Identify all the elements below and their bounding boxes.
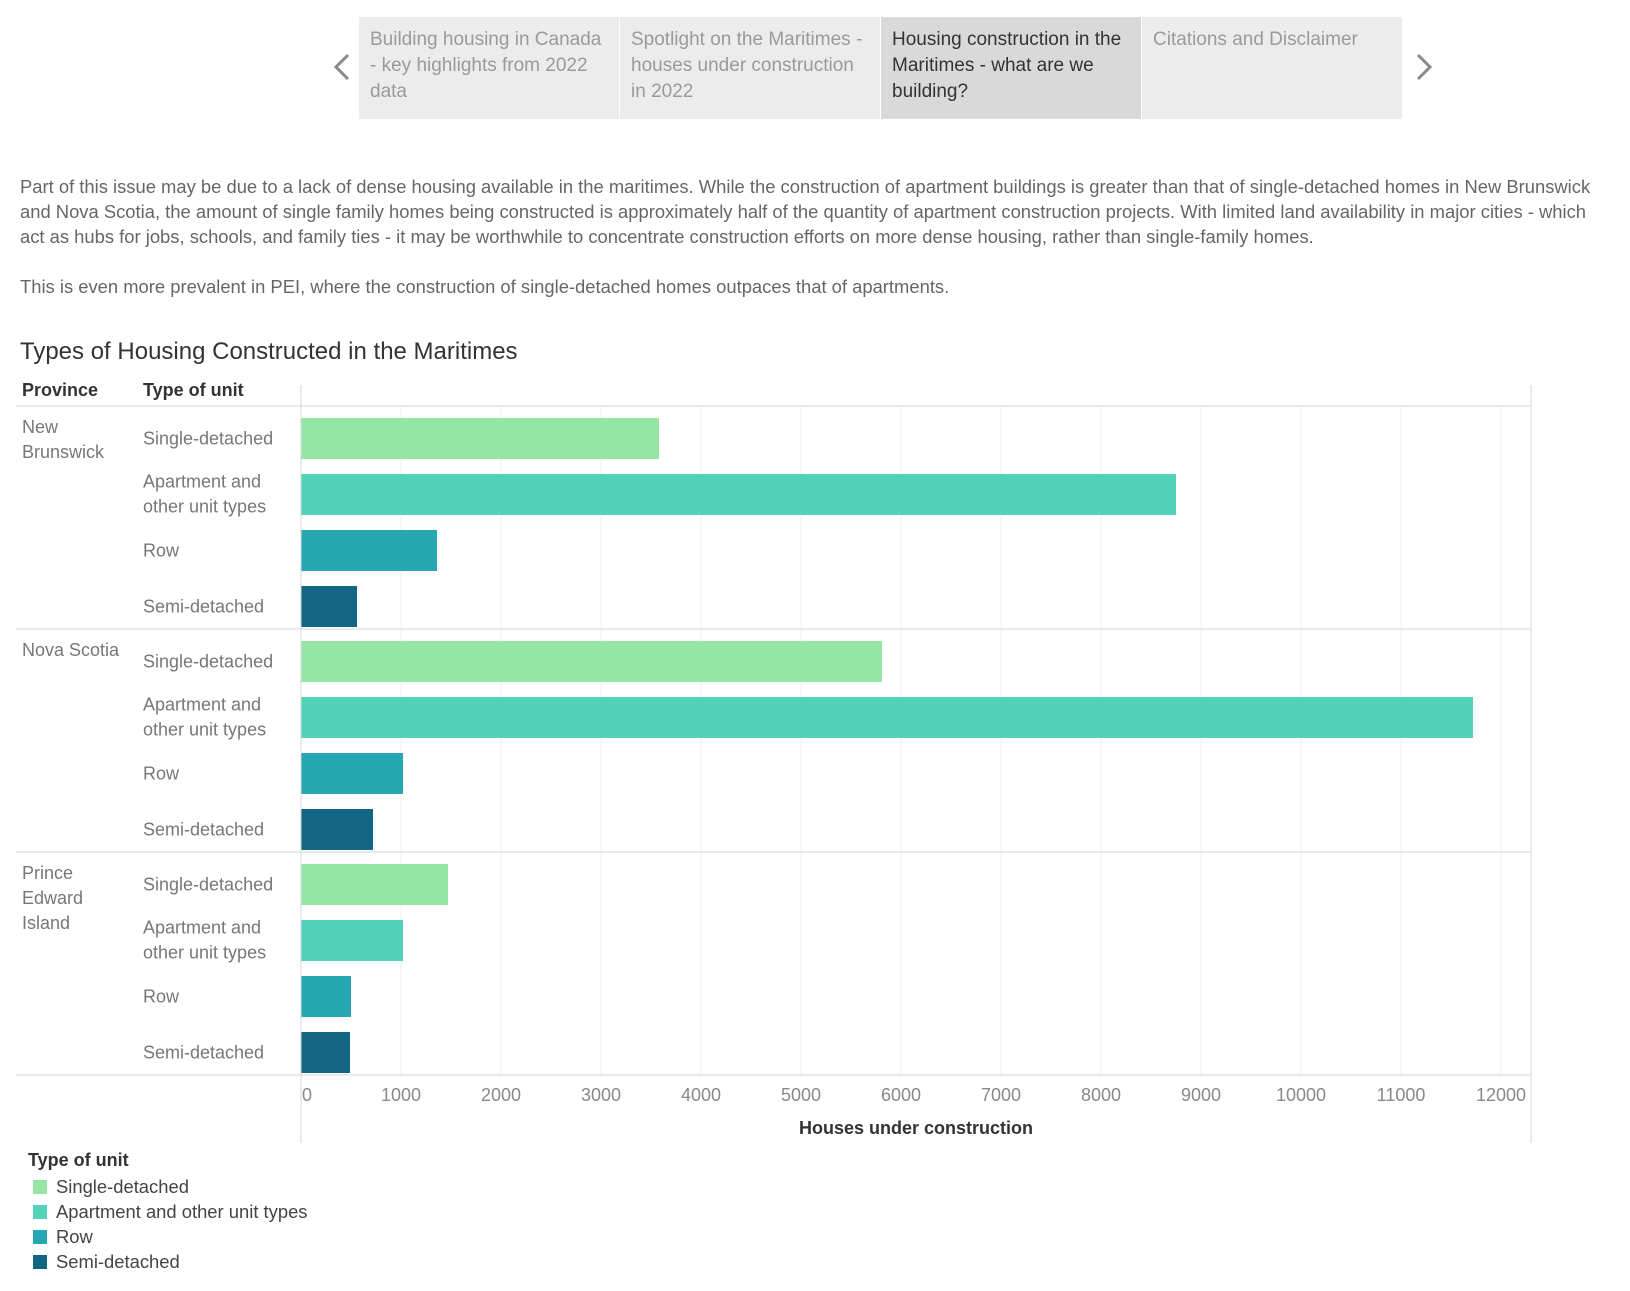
bar bbox=[301, 753, 403, 794]
x-tick-label: 10000 bbox=[1276, 1085, 1326, 1105]
bar bbox=[301, 809, 373, 850]
x-tick-label: 4000 bbox=[681, 1085, 721, 1105]
province-column-header: Province bbox=[22, 380, 99, 400]
unit-label: Semi-detached bbox=[143, 1043, 264, 1063]
unit-label: Row bbox=[143, 764, 180, 784]
story-tab-maritimes-construction[interactable]: Housing construction in the Maritimes - … bbox=[881, 17, 1141, 119]
x-tick-label: 9000 bbox=[1181, 1085, 1221, 1105]
bar bbox=[301, 1032, 350, 1073]
chart-title: Types of Housing Constructed in the Mari… bbox=[20, 338, 518, 365]
x-tick-label: 6000 bbox=[881, 1085, 921, 1105]
unit-label: Apartment and other unit types bbox=[143, 918, 266, 963]
bar bbox=[301, 697, 1473, 738]
x-tick-label: 5000 bbox=[781, 1085, 821, 1105]
legend-item-single-detached[interactable]: Single-detached bbox=[28, 1174, 308, 1199]
province-label: Nova Scotia bbox=[22, 640, 120, 660]
x-tick-label: 2000 bbox=[481, 1085, 521, 1105]
x-tick-label: 1000 bbox=[381, 1085, 421, 1105]
bar bbox=[301, 418, 659, 459]
legend-swatch bbox=[33, 1229, 47, 1244]
x-tick-label: 8000 bbox=[1081, 1085, 1121, 1105]
intro-paragraph-1: Part of this issue may be due to a lack … bbox=[20, 176, 1591, 247]
unit-label: Single-detached bbox=[143, 652, 273, 672]
unit-label: Row bbox=[143, 987, 180, 1007]
bar bbox=[301, 474, 1176, 515]
legend-label: Apartment and other unit types bbox=[56, 1200, 308, 1222]
province-label: New Brunswick bbox=[22, 417, 105, 462]
bar bbox=[301, 920, 403, 961]
legend-item-row[interactable]: Row bbox=[28, 1224, 308, 1249]
legend-label: Single-detached bbox=[56, 1175, 189, 1197]
x-tick-label: 3000 bbox=[581, 1085, 621, 1105]
unit-label: Single-detached bbox=[143, 429, 273, 449]
unit-label: Apartment and other unit types bbox=[143, 695, 266, 740]
x-tick-label: 12000 bbox=[1476, 1085, 1526, 1105]
unit-label: Apartment and other unit types bbox=[143, 472, 266, 517]
story-tab-citations[interactable]: Citations and Disclaimer bbox=[1142, 17, 1402, 119]
unit-column-header: Type of unit bbox=[143, 380, 244, 400]
bar bbox=[301, 864, 448, 905]
bar bbox=[301, 641, 882, 682]
bar bbox=[301, 976, 351, 1017]
x-tick-label: 11000 bbox=[1377, 1085, 1426, 1105]
intro-paragraph-2: This is even more prevalent in PEI, wher… bbox=[20, 276, 950, 297]
chevron-left-icon[interactable] bbox=[328, 47, 358, 87]
legend: Type of unit Single-detached Apartment a… bbox=[28, 1150, 308, 1274]
legend-swatch bbox=[33, 1179, 47, 1194]
x-axis-title: Houses under construction bbox=[799, 1118, 1033, 1138]
province-label: Prince Edward Island bbox=[22, 863, 83, 933]
unit-label: Semi-detached bbox=[143, 597, 264, 617]
bar bbox=[301, 530, 437, 571]
unit-label: Semi-detached bbox=[143, 820, 264, 840]
bar bbox=[301, 586, 357, 627]
unit-label: Row bbox=[143, 541, 180, 561]
legend-title: Type of unit bbox=[28, 1150, 129, 1170]
legend-swatch bbox=[33, 1204, 47, 1219]
x-tick-label: 7000 bbox=[981, 1085, 1021, 1105]
x-tick-label: 0 bbox=[302, 1085, 312, 1105]
legend-label: Row bbox=[56, 1225, 93, 1247]
chevron-right-icon[interactable] bbox=[1408, 47, 1438, 87]
intro-text: Part of this issue may be due to a lack … bbox=[20, 174, 1610, 324]
unit-label: Single-detached bbox=[143, 875, 273, 895]
story-navigation: Building housing in Canada - key highlig… bbox=[0, 0, 1630, 125]
legend-label: Semi-detached bbox=[56, 1250, 180, 1272]
legend-swatch bbox=[33, 1254, 47, 1269]
legend-item-semi-detached[interactable]: Semi-detached bbox=[28, 1249, 308, 1274]
legend-item-apartment[interactable]: Apartment and other unit types bbox=[28, 1199, 308, 1224]
story-tab-canada-highlights[interactable]: Building housing in Canada - key highlig… bbox=[359, 17, 619, 119]
story-tab-maritimes-spotlight[interactable]: Spotlight on the Maritimes - houses unde… bbox=[620, 17, 880, 119]
